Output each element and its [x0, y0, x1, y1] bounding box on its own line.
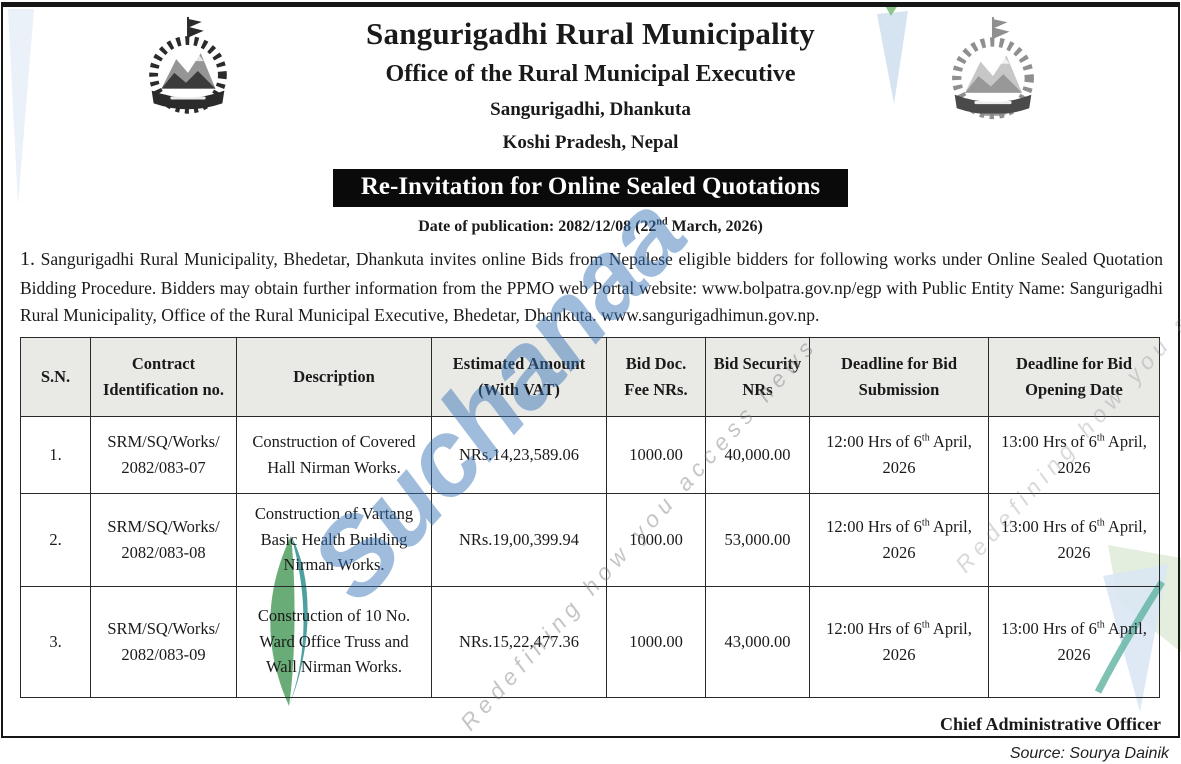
col-header-opening: Deadline for Bid Opening Date	[988, 336, 1160, 417]
cell-fee: 1000.00	[606, 492, 706, 587]
signatory: Chief Administrative Officer	[940, 713, 1161, 734]
municipality-emblem-icon	[952, 17, 1034, 120]
col-header-sn: S.N.	[20, 336, 91, 417]
address-line-1: Sangurigadhi, Dhankuta	[490, 99, 691, 120]
publication-date-tail: March, 2026)	[667, 218, 763, 235]
submission-text: 12:00 Hrs of 6	[826, 619, 922, 639]
cell-sn: 2.	[20, 492, 91, 587]
cell-submission: 12:00 Hrs of 6th April, 2026	[809, 585, 989, 698]
cell-opening: 13:00 Hrs of 6th April, 2026	[988, 492, 1160, 587]
cell-description: Construction of 10 No. Ward Office Truss…	[236, 585, 432, 698]
col-header-description: Description	[236, 336, 432, 417]
table-row: 2. SRM/SQ/Works/2082/083-08 Construction…	[20, 492, 1160, 587]
opening-text: 13:00 Hrs of 6	[1001, 432, 1097, 452]
contract-line-2: 2082/083-07	[121, 457, 206, 477]
submission-text: 12:00 Hrs of 6	[826, 517, 922, 537]
opening-tail: April, 2026	[1057, 619, 1147, 664]
publication-date-text: Date of publication: 2082/12/08 (22	[418, 218, 657, 235]
publication-date: Date of publication: 2082/12/08 (22nd Ma…	[0, 216, 1181, 236]
nepal-coat-of-arms-icon	[149, 16, 227, 114]
cell-amount: NRs.19,00,399.94	[431, 492, 607, 587]
cell-security: 40,000.00	[705, 415, 810, 494]
contract-line-1: SRM/SQ/Works/	[107, 517, 220, 537]
contract-line-1: SRM/SQ/Works/	[107, 619, 220, 639]
table-row: 1. SRM/SQ/Works/2082/083-07 Construction…	[20, 415, 1160, 494]
cell-contract: SRM/SQ/Works/2082/083-09	[90, 585, 237, 698]
cell-opening: 13:00 Hrs of 6th April, 2026	[988, 585, 1160, 698]
opening-ordinal: th	[1096, 619, 1105, 631]
notice-border	[1, 2, 1180, 738]
table-header-row: S.N. Contract Identification no. Descrip…	[20, 336, 1160, 417]
cell-description: Construction of Vartang Basic Health Bui…	[236, 492, 432, 587]
opening-ordinal: th	[1096, 517, 1105, 529]
col-header-submission: Deadline for Bid Submission	[809, 336, 989, 417]
submission-ordinal: th	[921, 517, 930, 529]
col-header-contract: Contract Identification no.	[90, 336, 237, 417]
opening-text: 13:00 Hrs of 6	[1001, 619, 1097, 639]
intro-paragraph: 1. Sangurigadhi Rural Municipality, Bhed…	[0, 236, 1181, 329]
notice-title-banner: Re-Invitation for Online Sealed Quotatio…	[332, 169, 849, 207]
tender-table: S.N. Contract Identification no. Descrip…	[20, 336, 1160, 698]
corner-sliver-shape	[8, 9, 34, 205]
cell-security: 53,000.00	[705, 492, 810, 587]
contract-line-1: SRM/SQ/Works/	[107, 432, 220, 452]
col-header-amount: Estimated Amount (With VAT)	[431, 336, 607, 417]
opening-tail: April, 2026	[1057, 517, 1147, 562]
document-header: Sangurigadhi Rural Municipality Office o…	[0, 0, 1181, 236]
submission-ordinal: th	[921, 432, 930, 444]
submission-text: 12:00 Hrs of 6	[826, 432, 922, 452]
cell-amount: NRs.14,23,589.06	[431, 415, 607, 494]
cell-contract: SRM/SQ/Works/2082/083-07	[90, 415, 237, 494]
cell-security: 43,000.00	[705, 585, 810, 698]
opening-ordinal: th	[1096, 432, 1105, 444]
contract-line-2: 2082/083-09	[121, 644, 206, 664]
col-header-fee: Bid Doc. Fee NRs.	[606, 336, 706, 417]
contract-line-2: 2082/083-08	[121, 542, 206, 562]
address-line-2: Koshi Pradesh, Nepal	[502, 132, 679, 153]
cell-fee: 1000.00	[606, 585, 706, 698]
submission-tail: April, 2026	[882, 432, 972, 477]
source-credit: Source: Sourya Dainik	[1009, 745, 1169, 762]
opening-text: 13:00 Hrs of 6	[1001, 517, 1097, 537]
clause-number: 1.	[20, 248, 35, 270]
submission-tail: April, 2026	[882, 619, 972, 664]
submission-ordinal: th	[921, 619, 930, 631]
table-row: 3. SRM/SQ/Works/2082/083-09 Construction…	[20, 585, 1160, 698]
intro-text: Sangurigadhi Rural Municipality, Bhedeta…	[20, 249, 1163, 325]
cell-contract: SRM/SQ/Works/2082/083-08	[90, 492, 237, 587]
top-spike-shape	[877, 11, 908, 104]
cell-sn: 1.	[20, 415, 91, 494]
cell-amount: NRs.15,22,477.36	[431, 585, 607, 698]
cell-submission: 12:00 Hrs of 6th April, 2026	[809, 492, 989, 587]
cell-sn: 3.	[20, 585, 91, 698]
publication-date-ordinal: nd	[656, 216, 668, 228]
notice-document: Sangurigadhi Rural Municipality Office o…	[0, 0, 1181, 734]
cell-fee: 1000.00	[606, 415, 706, 494]
cell-opening: 13:00 Hrs of 6th April, 2026	[988, 415, 1160, 494]
col-header-security: Bid Security NRs	[705, 336, 810, 417]
cell-description: Construction of Covered Hall Nirman Work…	[236, 415, 432, 494]
cell-submission: 12:00 Hrs of 6th April, 2026	[809, 415, 989, 494]
office-subtitle: Office of the Rural Municipal Executive	[385, 61, 796, 87]
submission-tail: April, 2026	[882, 517, 972, 562]
page-title: Sangurigadhi Rural Municipality	[366, 16, 815, 51]
opening-tail: April, 2026	[1057, 432, 1147, 477]
